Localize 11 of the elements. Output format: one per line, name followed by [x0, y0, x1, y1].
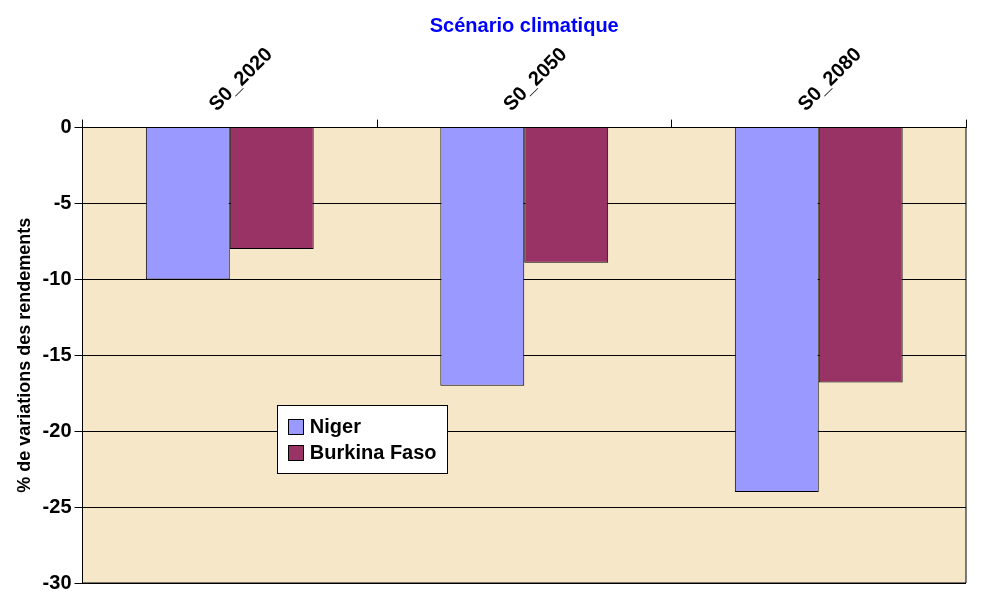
y-tick-label: -10: [42, 266, 72, 289]
y-tick-label: -20: [42, 418, 72, 441]
y-tick-label: -5: [53, 191, 72, 214]
y-tick-label: -15: [42, 342, 72, 365]
y-axis-title: % de variations des rendements: [13, 217, 34, 493]
legend-label: Burkina Faso: [308, 441, 437, 465]
y-tick-label: 0: [60, 115, 72, 138]
y-tick-label: -30: [42, 570, 72, 593]
y-tick-label: -25: [42, 494, 72, 517]
x-axis-title: Scénario climatique: [429, 13, 619, 36]
legend-label: Niger: [308, 415, 362, 439]
